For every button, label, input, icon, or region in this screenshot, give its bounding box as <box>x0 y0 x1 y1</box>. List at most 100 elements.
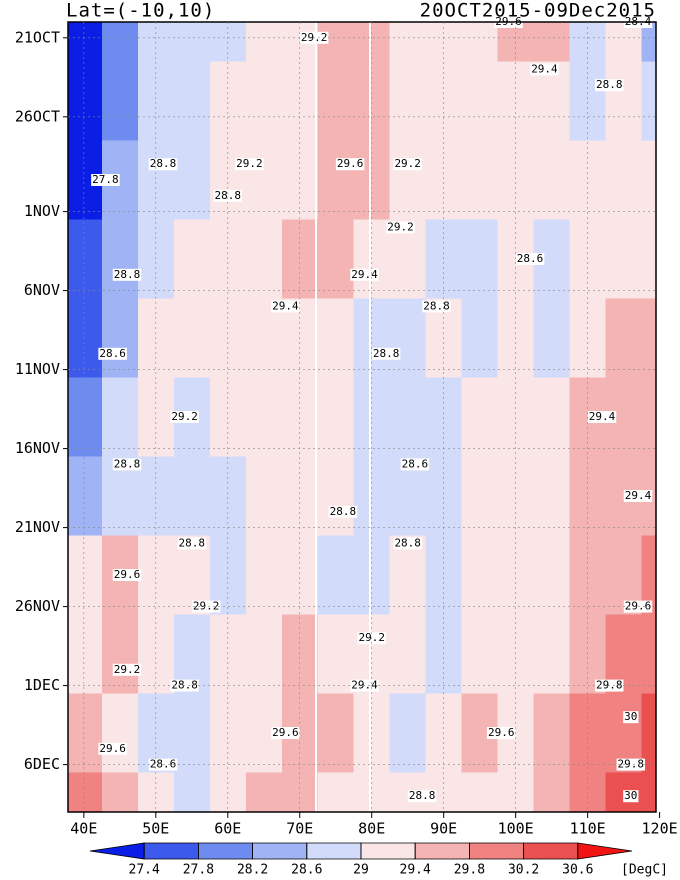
contour-label: 28.8 <box>213 189 243 202</box>
field-cell <box>245 535 283 615</box>
field-cell <box>389 61 427 141</box>
label-background <box>400 458 430 471</box>
field-cell <box>605 219 643 299</box>
contour-label-text: 29.4 <box>531 62 558 75</box>
contour-label: 30 <box>623 710 639 724</box>
label-background <box>112 663 142 676</box>
label-background <box>587 411 617 423</box>
field-cell <box>68 614 103 694</box>
label-background <box>112 569 142 581</box>
contour-label-text: 29.6 <box>625 600 652 613</box>
contour-label-text: 28.6 <box>402 457 429 470</box>
field-cell <box>461 219 499 299</box>
contour-label: 29.4 <box>350 679 379 692</box>
contour-label-text: 28.8 <box>373 347 400 360</box>
contour-label-text: 27.8 <box>92 173 119 186</box>
field-cell <box>317 772 355 813</box>
field-cell <box>317 61 355 141</box>
colorbar: 27.4 27.8 28.2 28.6 29 29.4 29.8 30.2 30.6 <box>89 842 633 878</box>
field-cell <box>173 22 211 62</box>
y-tick-label: 21NOV <box>15 518 60 536</box>
label-background <box>386 221 415 234</box>
field-cell <box>317 693 355 773</box>
field-cell <box>245 140 283 220</box>
field-cell <box>461 456 499 536</box>
field-cell <box>173 61 211 141</box>
axes: 40E 50E 60E 70E 80E 90E 100E 110E 120E 21OCT 26OCT… <box>15 22 678 838</box>
colorbar-label: 30.6 <box>562 863 593 878</box>
label-background <box>177 537 207 550</box>
contour-label-text: 29.4 <box>351 268 378 281</box>
field-cell <box>533 140 571 220</box>
label-background <box>616 758 646 771</box>
label-background <box>271 727 300 739</box>
colorbar-swatch <box>252 842 308 860</box>
contour-label-text: 29.4 <box>625 489 652 502</box>
units-label: [DegC] <box>621 863 668 878</box>
contour-label: 28.8 <box>177 536 207 550</box>
field-cell <box>641 219 657 299</box>
field-cell <box>68 456 103 536</box>
contour-label: 29.4 <box>271 299 300 313</box>
field-cell <box>101 693 139 773</box>
contour-label: 29.8 <box>616 758 646 771</box>
contour-label-text: 28.8 <box>215 189 242 202</box>
field-cell <box>533 22 571 62</box>
field-cell <box>317 535 355 615</box>
contour-labels: 29.229.6 28.429.428.827.828.8 29.2 29.6 29.2… <box>91 15 653 803</box>
contour-label: 29.6 <box>623 600 653 613</box>
contour-label-text: 29.2 <box>387 220 414 233</box>
contour-label-text: 30 <box>624 789 637 802</box>
label-background <box>112 268 142 281</box>
colorbar-swatch <box>360 842 416 860</box>
field-cell <box>173 772 211 813</box>
contour-label-text: 29.6 <box>272 726 299 739</box>
field-cell <box>317 140 355 220</box>
field-cell <box>101 377 139 457</box>
colorbar-swatch <box>468 842 524 860</box>
x-tick-label: 100E <box>498 820 534 838</box>
contour-label: 28.8 <box>148 157 178 171</box>
field-cell <box>173 693 211 773</box>
contour-label-text: 28.6 <box>150 758 177 771</box>
field-cell <box>245 456 283 536</box>
contour-label: 28.8 <box>371 347 401 360</box>
field-cell <box>533 298 571 378</box>
y-tick-label: 6DEC <box>24 755 60 773</box>
field-cell <box>533 693 571 773</box>
field-cell <box>533 772 571 813</box>
field-cell <box>173 219 211 299</box>
contour-label-text: 28.6 <box>99 347 126 360</box>
contour-label-text: 29.4 <box>589 410 616 423</box>
contour-label-text: 29.8 <box>618 758 645 771</box>
field-cell <box>461 22 499 62</box>
label-background <box>623 490 653 502</box>
contour-label: 29.6 <box>98 742 127 755</box>
field-cell <box>461 298 499 378</box>
field-cell <box>101 61 139 141</box>
field-cell <box>68 535 103 615</box>
field-cell <box>317 219 355 299</box>
contour-label-text: 29.2 <box>114 663 141 676</box>
field-cell <box>641 535 657 615</box>
field-cell <box>641 61 657 141</box>
field-cell <box>245 61 283 141</box>
label-background <box>371 347 401 360</box>
field-cell <box>389 140 427 220</box>
label-background <box>623 790 639 803</box>
contour-label-text: 29.2 <box>301 31 328 44</box>
field-cell <box>641 772 657 813</box>
field-cell <box>389 298 427 378</box>
contour-label: 30 <box>623 789 639 803</box>
contour-label: 29.6 <box>487 726 516 739</box>
field-cell <box>245 377 283 457</box>
contour-label: 29.4 <box>350 268 379 281</box>
label-background <box>328 505 358 518</box>
field-cell <box>245 219 283 299</box>
contour-label: 28.8 <box>328 505 358 518</box>
contour-label-text: 29.2 <box>171 410 198 423</box>
label-background <box>170 411 199 423</box>
contour-label-text: 28.8 <box>596 78 623 91</box>
field-cell <box>245 22 283 62</box>
contour-label: 29.2 <box>299 31 329 44</box>
